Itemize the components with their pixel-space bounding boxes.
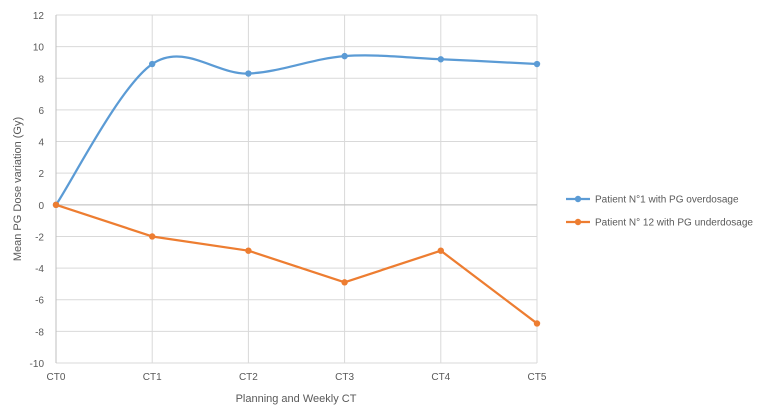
x-tick-label: CT3 [335,372,354,383]
legend-swatch-marker [574,195,582,203]
legend-swatch-marker [574,218,582,226]
data-point [437,247,444,254]
data-point [245,247,252,254]
data-point [341,279,348,286]
series-1 [52,52,541,209]
data-point [533,320,541,327]
data-point [245,70,252,77]
data-point [149,60,156,68]
data-point [437,56,444,63]
y-tick-label: -4 [35,264,44,275]
x-tick-label: CT5 [528,372,547,383]
y-axis-title: Mean PG Dose variation (Gy) [12,117,24,261]
axes [55,15,537,363]
legend-label: Patient N° 12 with PG underdosage [595,218,753,229]
tick-labels: -10 -8 -6 -4 -2 0 2 4 6 8 10 12 CT0 CT1 CT2 CT3 CT4 CT5 [30,11,547,383]
data-point [341,52,348,60]
x-tick-label: CT1 [143,372,162,383]
series-2 [52,201,541,327]
series-line [55,203,538,325]
legend-item: Patient N° 12 with PG underdosage [566,218,753,229]
y-tick-label: 2 [38,169,44,180]
y-tick-label: 8 [38,74,44,85]
x-tick-label: CT4 [431,372,450,383]
legend-label: Patient N°1 with PG overdosage [595,195,739,206]
data-point [52,201,60,209]
series-lines [52,52,541,327]
y-tick-label: 12 [33,11,45,22]
gridlines [56,14,538,364]
x-axis-title: Planning and Weekly CT [236,393,357,405]
y-tick-label: -8 [35,327,44,338]
y-tick-label: 6 [38,106,44,117]
x-tick-label: CT0 [47,372,66,383]
y-tick-label: 10 [33,43,45,54]
legend: Patient N°1 with PG overdosage Patient N°… [566,195,753,229]
x-tick-label: CT2 [239,372,258,383]
data-point [149,233,156,240]
y-tick-label: -10 [30,359,45,370]
y-tick-label: 0 [38,201,44,212]
y-tick-label: -6 [35,296,44,307]
y-tick-label: 4 [38,138,44,149]
data-point [533,60,541,68]
legend-item: Patient N°1 with PG overdosage [566,195,739,206]
y-tick-label: -2 [35,232,44,243]
